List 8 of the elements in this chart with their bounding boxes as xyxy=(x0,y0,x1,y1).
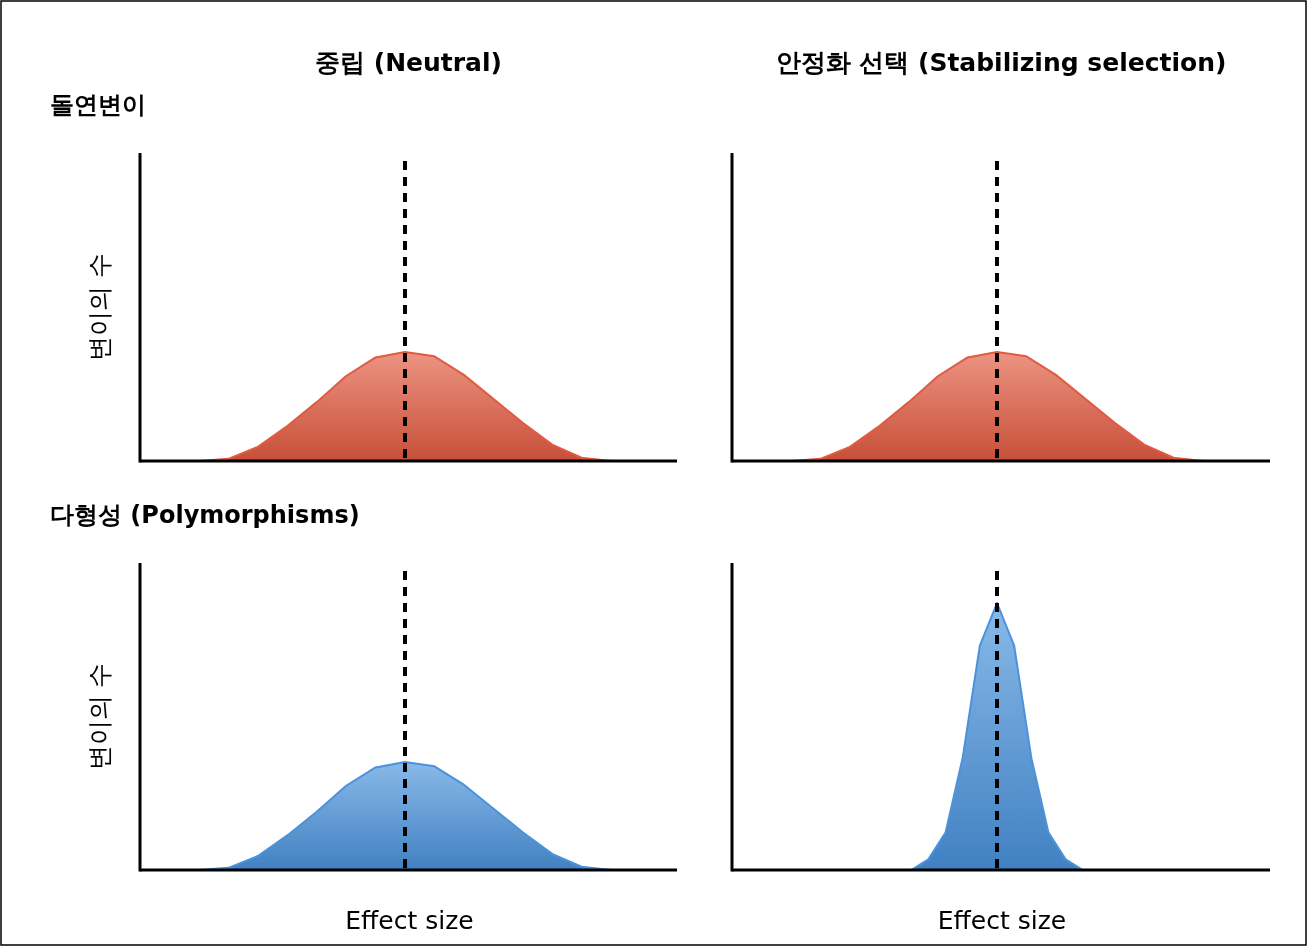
chart-title: 중립 (Neutral) xyxy=(315,48,502,77)
x-axis-title: Effect size xyxy=(345,906,474,935)
chart-subtitle: 돌연변이 xyxy=(50,91,146,119)
y-axis-title: 변이의 수 xyxy=(85,662,114,771)
y-axis-title: 변이의 수 xyxy=(85,253,114,361)
chart-title: 안정화 선택 (Stabilizing selection) xyxy=(775,48,1227,77)
chart-subtitle: 다형성 (Polymorphisms) xyxy=(50,501,360,529)
x-axis-title: Effect size xyxy=(937,906,1067,935)
